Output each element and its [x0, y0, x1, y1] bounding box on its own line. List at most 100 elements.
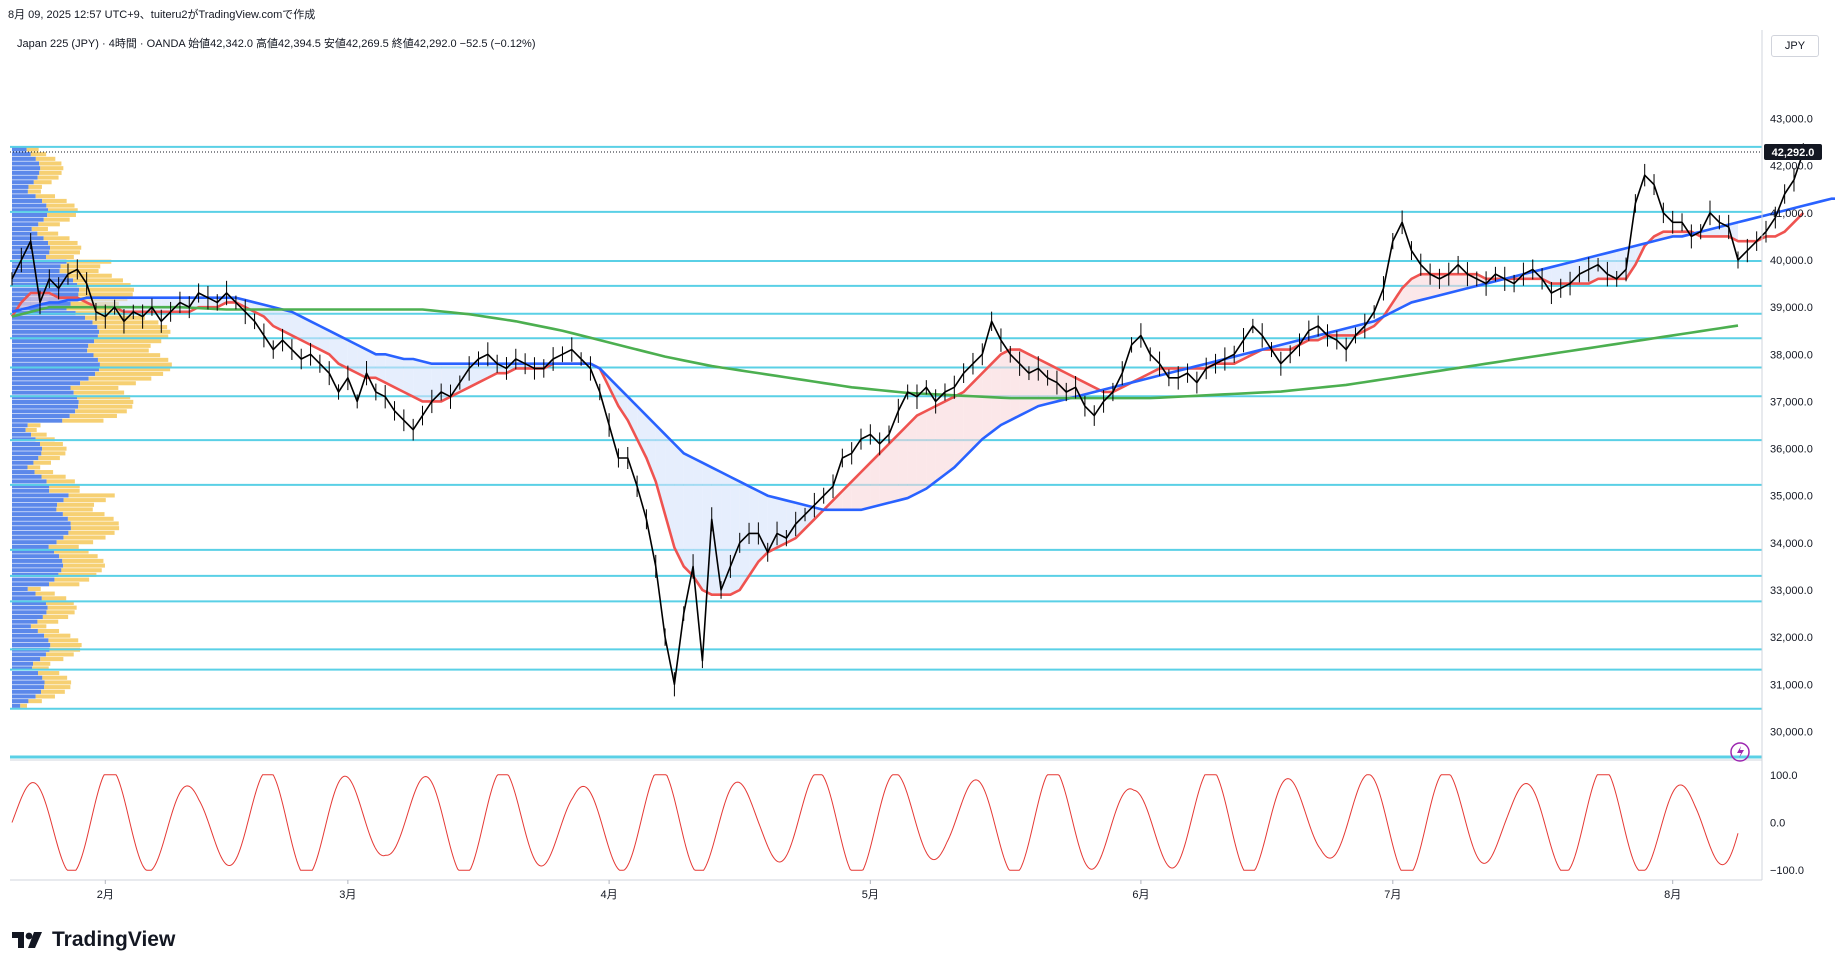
volume-profile-sell-bar — [63, 535, 106, 540]
volume-profile-sell-bar — [41, 474, 66, 479]
tradingview-logo[interactable]: TradingView — [12, 928, 175, 952]
currency-selector[interactable]: JPY — [1771, 35, 1819, 57]
y-tick-label: 41,000.0 — [1770, 208, 1813, 220]
volume-profile-sell-bar — [42, 198, 67, 203]
x-tick-label: 8月 — [1664, 889, 1681, 901]
volume-profile-buy-bar — [12, 156, 36, 161]
volume-profile-sell-bar — [44, 685, 71, 690]
osc-tick-label: 100.0 — [1770, 770, 1798, 782]
ma-fill-band — [786, 500, 796, 543]
ma-fill-band — [375, 354, 386, 383]
volume-profile-sell-bar — [99, 329, 171, 334]
volume-profile-sell-bar — [80, 381, 136, 386]
volume-profile-buy-bar — [12, 703, 21, 708]
volume-profile-buy-bar — [12, 226, 32, 232]
volume-profile-buy-bar — [12, 582, 50, 587]
ma-fill-band — [935, 401, 945, 482]
volume-profile-sell-bar — [57, 502, 95, 507]
ma-fill-band — [1028, 354, 1039, 411]
volume-profile-sell-bar — [39, 170, 62, 175]
volume-profile-sell-bar — [50, 245, 82, 250]
volume-profile-buy-bar — [12, 479, 47, 484]
volume-profile-sell-bar — [92, 320, 159, 325]
ma-fill-band — [1588, 255, 1599, 284]
volume-profile-sell-bar — [28, 699, 42, 704]
volume-profile-sell-bar — [98, 367, 171, 372]
ma-fill-band — [711, 467, 722, 595]
volume-profile-buy-bar — [12, 526, 71, 531]
ma-fill-band — [944, 396, 955, 475]
volume-profile-sell-bar — [63, 563, 105, 568]
volume-profile-buy-bar — [12, 217, 44, 222]
volume-profile-sell-bar — [97, 325, 168, 330]
volume-profile-sell-bar — [62, 558, 104, 563]
volume-profile-sell-bar — [40, 657, 64, 662]
volume-profile-sell-bar — [62, 512, 105, 517]
volume-profile-buy-bar — [12, 456, 39, 461]
tradingview-logo-icon — [12, 932, 42, 948]
volume-profile-buy-bar — [12, 628, 38, 634]
volume-profile-sell-bar — [88, 376, 152, 381]
x-tick-label: 5月 — [862, 889, 879, 901]
volume-profile-buy-bar — [12, 657, 41, 662]
ma-fill-band — [301, 316, 311, 345]
volume-profile-sell-bar — [37, 671, 60, 676]
ma-fill-band — [441, 363, 451, 402]
lightning-icon[interactable] — [1730, 742, 1750, 762]
volume-profile-buy-bar — [12, 208, 49, 213]
ma-fill-band — [926, 406, 936, 489]
volume-profile-buy-bar — [12, 502, 58, 507]
ma-fill-band — [758, 491, 768, 562]
volume-profile-buy-bar — [12, 212, 48, 217]
volume-profile-buy-bar — [12, 666, 33, 671]
volume-profile-buy-bar — [12, 409, 76, 414]
volume-profile-sell-bar — [42, 614, 69, 620]
volume-profile-buy-bar — [12, 451, 42, 456]
volume-profile-buy-bar — [12, 563, 64, 568]
ma-fill-band — [749, 486, 759, 576]
volume-profile-sell-bar — [35, 591, 55, 596]
volume-profile-buy-bar — [12, 236, 44, 241]
volume-profile-buy-bar — [12, 254, 47, 260]
ma-fill-band — [683, 453, 694, 576]
volume-profile-sell-bar — [35, 156, 56, 161]
volume-profile-sell-bar — [73, 278, 123, 283]
volume-profile-buy-bar — [12, 432, 32, 437]
ma-fill-band — [739, 481, 750, 590]
ma-fill-band — [1551, 264, 1561, 284]
volume-profile-buy-bar — [12, 385, 71, 390]
volume-profile-buy-bar — [12, 619, 38, 624]
volume-profile-sell-bar — [93, 353, 161, 358]
ma-fill-band — [469, 363, 479, 388]
ma-fill-band — [693, 458, 703, 590]
ma-fill-band — [1570, 260, 1580, 284]
y-tick-label: 40,000.0 — [1770, 255, 1813, 267]
volume-profile-buy-bar — [12, 376, 89, 381]
ma-fill-band — [1458, 274, 1468, 291]
volume-profile-buy-bar — [12, 465, 28, 470]
series-line-ema_mid — [11, 197, 1835, 512]
ma-fill-band — [310, 321, 320, 350]
volume-profile-sell-bar — [26, 147, 39, 152]
volume-profile-buy-bar — [12, 643, 51, 648]
volume-profile-buy-bar — [12, 498, 64, 503]
y-tick-label: 39,000.0 — [1770, 302, 1813, 314]
volume-profile-sell-bar — [49, 250, 80, 255]
x-tick-label: 7月 — [1384, 889, 1401, 901]
x-tick-label: 4月 — [601, 889, 618, 901]
volume-profile-buy-bar — [12, 685, 45, 690]
ma-fill-band — [888, 434, 899, 503]
ma-fill-band — [833, 491, 843, 510]
ma-fill-band — [1420, 274, 1431, 301]
lightning-bolt-glyph — [1737, 746, 1744, 758]
volume-profile-buy-bar — [12, 530, 69, 535]
volume-profile-buy-bar — [12, 152, 31, 157]
volume-profile-sell-bar — [37, 175, 59, 180]
volume-profile-buy-bar — [12, 222, 39, 227]
volume-profile-buy-bar — [12, 329, 100, 334]
volume-profile-buy-bar — [12, 493, 69, 498]
ma-fill-band — [898, 425, 908, 501]
ma-fill-band — [338, 335, 348, 369]
ma-fill-band — [1010, 349, 1020, 421]
